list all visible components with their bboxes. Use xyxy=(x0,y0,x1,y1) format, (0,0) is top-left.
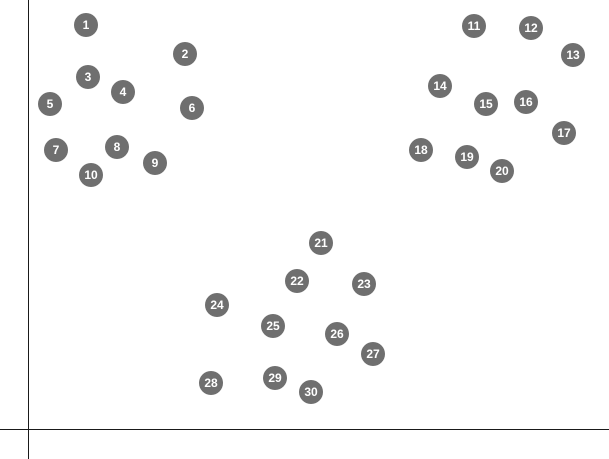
marker-20[interactable]: 20 xyxy=(490,159,514,183)
marker-24[interactable]: 24 xyxy=(205,293,229,317)
marker-21[interactable]: 21 xyxy=(309,231,333,255)
marker-30[interactable]: 30 xyxy=(299,380,323,404)
marker-4[interactable]: 4 xyxy=(111,80,135,104)
marker-7[interactable]: 7 xyxy=(44,138,68,162)
marker-5[interactable]: 5 xyxy=(38,92,62,116)
marker-15[interactable]: 15 xyxy=(474,92,498,116)
marker-23[interactable]: 23 xyxy=(352,272,376,296)
marker-3[interactable]: 3 xyxy=(76,65,100,89)
marker-25[interactable]: 25 xyxy=(261,314,285,338)
marker-17[interactable]: 17 xyxy=(552,121,576,145)
marker-12[interactable]: 12 xyxy=(519,16,543,40)
marker-2[interactable]: 2 xyxy=(173,42,197,66)
marker-27[interactable]: 27 xyxy=(361,342,385,366)
marker-19[interactable]: 19 xyxy=(455,145,479,169)
y-axis-line xyxy=(28,0,29,459)
marker-6[interactable]: 6 xyxy=(180,96,204,120)
marker-1[interactable]: 1 xyxy=(74,13,98,37)
marker-9[interactable]: 9 xyxy=(143,151,167,175)
marker-29[interactable]: 29 xyxy=(263,366,287,390)
marker-18[interactable]: 18 xyxy=(409,138,433,162)
x-axis-line xyxy=(0,429,609,430)
marker-13[interactable]: 13 xyxy=(561,43,585,67)
marker-28[interactable]: 28 xyxy=(199,371,223,395)
marker-22[interactable]: 22 xyxy=(285,269,309,293)
marker-8[interactable]: 8 xyxy=(105,135,129,159)
marker-16[interactable]: 16 xyxy=(514,90,538,114)
marker-26[interactable]: 26 xyxy=(325,322,349,346)
marker-11[interactable]: 11 xyxy=(462,14,486,38)
marker-14[interactable]: 14 xyxy=(428,74,452,98)
marker-10[interactable]: 10 xyxy=(79,163,103,187)
